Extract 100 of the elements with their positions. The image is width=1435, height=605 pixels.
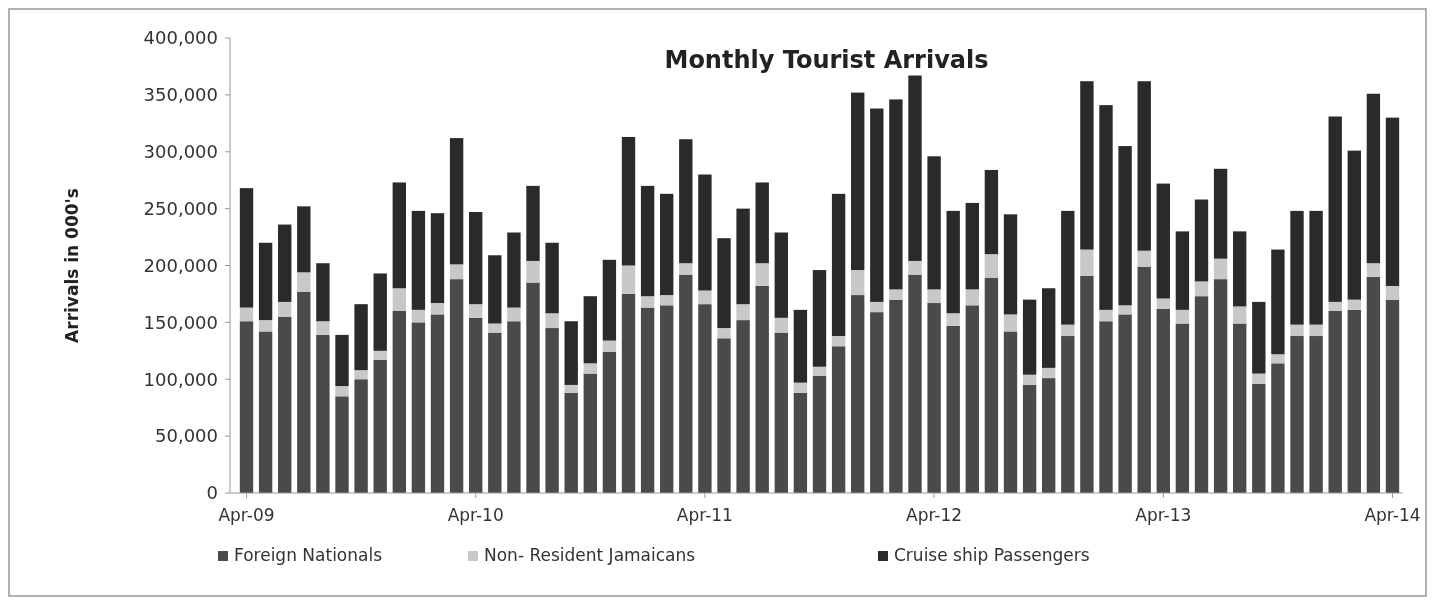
bar bbox=[1061, 324, 1075, 337]
bar bbox=[946, 210, 960, 314]
bar bbox=[1175, 323, 1190, 493]
bar bbox=[278, 316, 292, 493]
bar bbox=[1022, 374, 1037, 385]
bar bbox=[621, 265, 636, 294]
bar bbox=[430, 314, 445, 493]
bar bbox=[1233, 231, 1247, 307]
bar bbox=[870, 312, 884, 493]
bar bbox=[660, 305, 674, 493]
bar bbox=[1137, 250, 1151, 267]
y-tick-label: 150,000 bbox=[143, 311, 218, 333]
bar bbox=[736, 304, 750, 321]
y-tick-label: 250,000 bbox=[143, 197, 218, 219]
bar bbox=[717, 338, 731, 493]
y-tick-label: 300,000 bbox=[143, 141, 218, 163]
bar bbox=[1042, 288, 1056, 368]
bar bbox=[1194, 281, 1209, 297]
bar bbox=[679, 274, 693, 493]
bar bbox=[1271, 363, 1285, 493]
bar bbox=[430, 303, 445, 315]
bar bbox=[1347, 309, 1361, 493]
bar bbox=[1118, 305, 1132, 315]
bar bbox=[1385, 117, 1400, 286]
bar bbox=[1175, 309, 1190, 324]
bar bbox=[316, 263, 330, 322]
bar bbox=[1061, 210, 1075, 325]
bar bbox=[640, 185, 655, 297]
bar bbox=[449, 138, 464, 265]
bar bbox=[1213, 258, 1228, 280]
x-tick-label: Apr-09 bbox=[218, 505, 275, 525]
bar bbox=[526, 260, 540, 283]
bar bbox=[1233, 306, 1247, 324]
bar bbox=[1385, 285, 1400, 300]
bar bbox=[774, 317, 788, 333]
bar bbox=[258, 320, 273, 332]
bar bbox=[335, 396, 349, 493]
bar bbox=[1003, 214, 1018, 315]
bar bbox=[430, 213, 445, 304]
bar bbox=[1137, 81, 1151, 251]
bar bbox=[927, 289, 941, 304]
bar bbox=[793, 382, 808, 393]
bar bbox=[1099, 105, 1113, 310]
bar bbox=[373, 359, 387, 493]
bar bbox=[1080, 275, 1094, 493]
bar bbox=[392, 182, 406, 289]
bar bbox=[278, 224, 292, 302]
bar bbox=[889, 99, 903, 290]
bar bbox=[373, 273, 387, 351]
bar bbox=[1003, 331, 1018, 493]
bar bbox=[717, 238, 731, 329]
bar bbox=[449, 264, 464, 280]
bar bbox=[488, 323, 502, 333]
chart-title: Monthly Tourist Arrivals bbox=[664, 46, 989, 74]
bar bbox=[640, 307, 655, 493]
bar bbox=[354, 370, 368, 380]
y-tick-label: 0 bbox=[206, 482, 218, 504]
bar bbox=[1194, 296, 1209, 493]
bar bbox=[1022, 384, 1037, 493]
bar bbox=[831, 346, 846, 493]
bar bbox=[1347, 299, 1361, 310]
bar bbox=[1233, 323, 1247, 493]
bar bbox=[1328, 301, 1342, 311]
bar bbox=[1080, 81, 1094, 250]
bar bbox=[1156, 298, 1170, 309]
bar bbox=[908, 274, 922, 493]
bar bbox=[526, 185, 540, 261]
bar bbox=[278, 301, 292, 317]
bar bbox=[411, 210, 426, 310]
bar bbox=[1347, 150, 1361, 300]
bar bbox=[564, 321, 578, 385]
bar bbox=[602, 351, 617, 493]
bar bbox=[984, 169, 999, 255]
bar bbox=[1061, 336, 1075, 493]
bar bbox=[411, 309, 426, 323]
bar bbox=[1118, 146, 1132, 306]
bar bbox=[297, 272, 311, 292]
bar bbox=[335, 334, 349, 387]
x-tick-label: Apr-10 bbox=[447, 505, 504, 525]
bar bbox=[316, 321, 330, 335]
y-tick-label: 50,000 bbox=[155, 425, 218, 447]
bar bbox=[545, 313, 559, 329]
bar bbox=[793, 392, 808, 493]
bar bbox=[1252, 373, 1266, 384]
bar bbox=[1099, 321, 1113, 493]
bar bbox=[1366, 263, 1381, 277]
bar bbox=[889, 299, 903, 493]
bar bbox=[1156, 308, 1170, 493]
bar bbox=[660, 295, 674, 306]
bar bbox=[736, 208, 750, 305]
bar bbox=[507, 321, 521, 493]
bar bbox=[831, 336, 846, 347]
bar bbox=[583, 363, 597, 374]
bar bbox=[698, 304, 712, 493]
bar bbox=[1042, 367, 1056, 379]
bar bbox=[946, 313, 960, 326]
bar bbox=[831, 193, 846, 337]
y-tick-label: 350,000 bbox=[143, 84, 218, 106]
bar bbox=[1003, 314, 1018, 332]
bar bbox=[1022, 299, 1037, 375]
